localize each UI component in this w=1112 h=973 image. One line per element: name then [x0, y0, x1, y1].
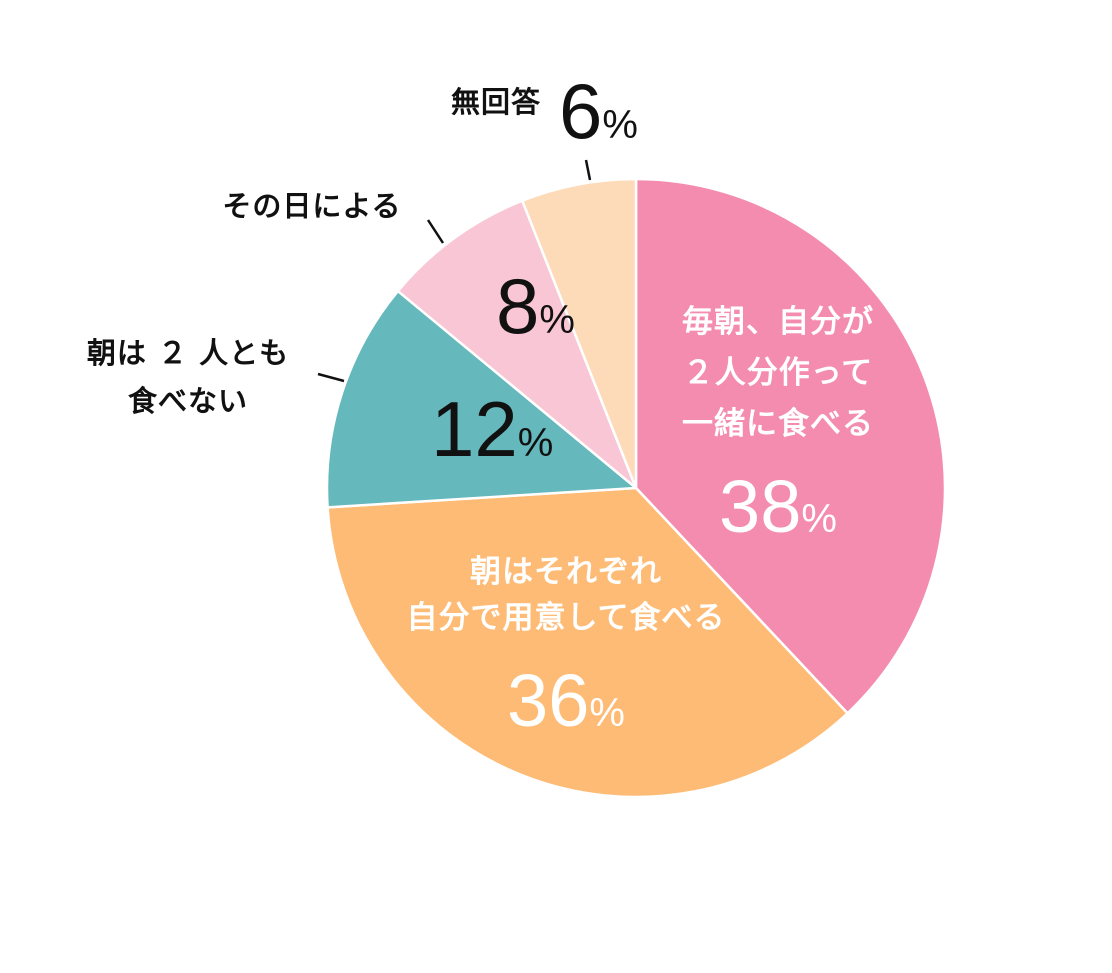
- slice-value-4: 8%: [496, 262, 575, 350]
- slice-value-2: 36%: [507, 659, 625, 742]
- pie-slice-5: [521, 177, 638, 490]
- slice-value-number-2: 36: [507, 659, 589, 742]
- slice-label-3-line-1: 朝は ２ 人とも: [87, 336, 289, 370]
- pie-slice-1: [634, 177, 947, 715]
- slice-percent-sign-3: %: [518, 421, 554, 465]
- slice-label-4-line-1: その日による: [222, 189, 401, 223]
- slice-percent-sign-2: %: [589, 691, 625, 735]
- leader-line-4: [426, 219, 445, 244]
- slice-percent-sign-4: %: [539, 298, 575, 342]
- slice-percent-sign-5: %: [602, 103, 638, 147]
- leader-line-3: [317, 372, 345, 383]
- slice-value-number-4: 8: [496, 262, 539, 350]
- slice-label-1-line-2: ２人分作って: [683, 355, 873, 391]
- slice-value-number-1: 38: [719, 465, 801, 548]
- slice-label-3-line-2: 食べない: [128, 384, 248, 418]
- slice-label-1-line-3: 一緒に食べる: [682, 406, 874, 442]
- slice-label-5-line-1: 無回答: [451, 85, 541, 119]
- pie-slice-3: [325, 289, 638, 509]
- slice-label-2-line-1: 朝はそれぞれ: [470, 554, 662, 590]
- slice-value-number-5: 6: [559, 67, 602, 155]
- slice-label-1-line-1: 毎朝、自分が: [682, 304, 874, 340]
- slice-label-2-line-2: 自分で用意して食べる: [406, 600, 725, 636]
- slice-value-1: 38%: [719, 465, 837, 548]
- slice-percent-sign-1: %: [801, 497, 837, 541]
- slice-value-number-3: 12: [431, 385, 518, 473]
- pie-slices: [325, 177, 947, 799]
- pie-slice-2: [326, 486, 849, 799]
- leader-line-5: [584, 159, 592, 181]
- pie-slice-4: [396, 199, 638, 490]
- slice-value-5: 6%: [559, 67, 638, 155]
- slice-value-3: 12%: [431, 385, 553, 473]
